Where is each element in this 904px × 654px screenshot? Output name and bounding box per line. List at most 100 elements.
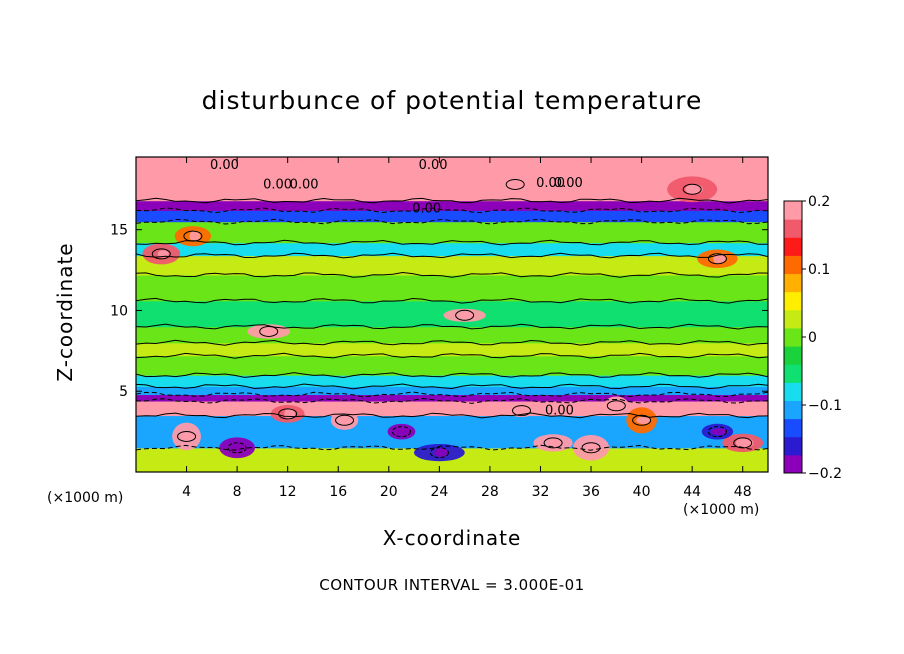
contour-loop <box>581 442 601 454</box>
disturbance-core <box>549 437 561 449</box>
y-axis-label: Z-coordinate <box>53 242 77 382</box>
y-unit-note: (×1000 m) <box>47 490 124 506</box>
x-tick-label: 28 <box>481 484 499 500</box>
x-tick-label: 32 <box>532 484 550 500</box>
colorbar-swatch <box>784 400 802 420</box>
colorbar-tick-label: −0.1 <box>808 398 842 414</box>
contour-line <box>136 397 768 404</box>
contour-line <box>136 391 768 398</box>
colorbar-swatch <box>784 418 802 438</box>
colorbar-swatch <box>784 237 802 256</box>
contour-line <box>136 239 768 246</box>
x-tick-label: 44 <box>683 484 701 500</box>
heatmap-band <box>136 255 768 276</box>
plot-frame <box>135 156 769 473</box>
x-tick-label: 40 <box>633 484 651 500</box>
contour-loop <box>543 437 563 449</box>
contour-loop <box>259 325 279 337</box>
contour-line <box>136 252 768 259</box>
x-tick-label: 48 <box>734 484 752 500</box>
contour-label: 0.00 <box>545 404 574 419</box>
contour-label: 0.00 <box>263 177 292 192</box>
contour-line <box>136 383 768 390</box>
contour-loop <box>455 309 475 321</box>
contour-line <box>136 207 768 214</box>
x-tick-label: 8 <box>233 484 242 500</box>
disturbance-core <box>434 448 449 458</box>
colorbar-swatch <box>784 346 802 365</box>
x-tick-label: 12 <box>279 484 297 500</box>
heatmap-band <box>136 200 768 211</box>
colorbar-tick-label: 0 <box>808 330 817 346</box>
x-tick-label: 20 <box>380 484 398 500</box>
heatmap-band <box>136 400 768 417</box>
contour-loop <box>707 253 727 265</box>
colorbar-swatch <box>784 436 802 456</box>
colorbar-tick-label: 0.2 <box>808 194 830 210</box>
x-tick-label: 36 <box>582 484 600 500</box>
disturbance-core <box>710 428 729 436</box>
colorbar-tick-label: −0.2 <box>808 466 842 482</box>
x-axis-ticks: 4 8 12 16 20 24 28 32 36 40 44 48 <box>182 157 752 500</box>
colorbar-swatch <box>784 291 802 311</box>
colorbar-swatch <box>784 273 802 293</box>
colorbar-swatch <box>784 327 802 347</box>
contour-loop <box>682 183 702 195</box>
heatmap-band <box>136 326 768 344</box>
x-tick-label: 24 <box>430 484 448 500</box>
contour-line <box>136 444 768 451</box>
colorbar-tick-label: 0.1 <box>808 262 830 278</box>
colorbar-swatch <box>784 219 802 238</box>
contour-line <box>136 339 768 346</box>
colorbar-swatch <box>784 309 802 329</box>
heatmap-band <box>136 375 768 387</box>
colorbar-swatch <box>784 454 802 474</box>
contour-line <box>136 323 768 330</box>
contour-loop <box>227 442 247 454</box>
contour-loop <box>632 414 652 426</box>
y-tick-label: 10 <box>110 303 128 319</box>
y-axis-ticks: 5 10 15 <box>110 223 768 400</box>
colorbar-swatch <box>784 201 802 220</box>
contour-line <box>136 271 768 278</box>
contour-line <box>136 197 768 204</box>
chart-title: disturbunce of potential temperature <box>201 86 703 115</box>
heatmap-band <box>136 355 768 376</box>
colorbar-swatch <box>784 364 802 383</box>
heatmap-band <box>136 221 768 244</box>
colorbar-swatch <box>784 382 802 401</box>
contour-loop <box>606 400 626 412</box>
contour-loop <box>429 447 449 459</box>
heatmap-band <box>136 210 768 223</box>
contour-label: 0.00 <box>419 158 448 173</box>
colorbar-swatch <box>784 255 802 275</box>
contour-label: 0.00 <box>554 176 583 191</box>
contour-lines <box>136 178 768 459</box>
contour-loop <box>335 414 355 426</box>
contour-loop <box>391 426 411 438</box>
contour-line <box>136 352 768 359</box>
contour-label-layer: 0.00 0.000.000.00 0.000.000.000.00 <box>210 158 583 419</box>
disturbance-core <box>713 253 726 265</box>
contour-loop <box>707 426 727 438</box>
contour-loop <box>183 230 203 242</box>
heatmap-field <box>136 157 768 472</box>
contour-loop <box>177 430 197 442</box>
disturbance-core <box>636 416 651 425</box>
disturbance-core <box>181 432 196 441</box>
heatmap-band <box>136 394 768 402</box>
disturbance-core <box>735 437 754 448</box>
disturbance-core <box>262 326 279 336</box>
heatmap-band <box>136 342 768 357</box>
colorbar-ticks: 0.2 0.1 0 −0.1 −0.2 <box>802 194 842 482</box>
contour-label: 0.00 <box>290 177 319 192</box>
contour-interval-note: CONTOUR INTERVAL = 3.000E-01 <box>319 576 585 594</box>
contour-loop <box>505 178 525 190</box>
disturbance-core <box>336 416 357 424</box>
colorbar <box>783 200 803 474</box>
contour-loop <box>278 408 298 420</box>
contour-label: 0.00 <box>210 158 239 173</box>
contour-line <box>136 412 768 419</box>
contour-label: 0.00 <box>412 202 441 217</box>
